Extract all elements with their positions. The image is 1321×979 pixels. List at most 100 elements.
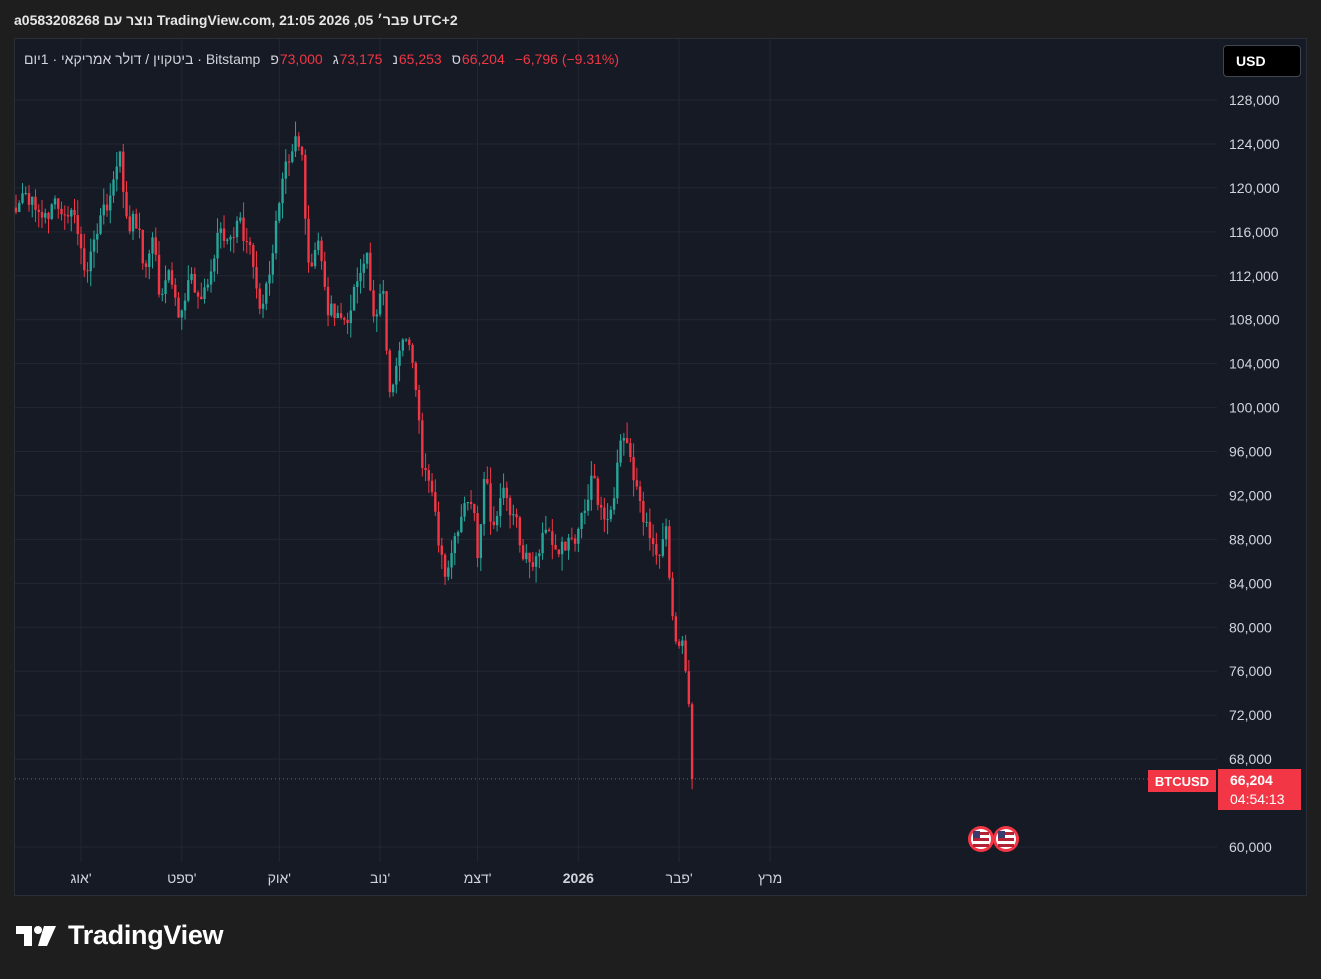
- candle: [34, 189, 37, 222]
- close-value: 66,204: [461, 51, 505, 67]
- candle: [456, 530, 460, 544]
- candle: [128, 205, 131, 235]
- candle: [479, 523, 483, 572]
- change-value: −6,796 (−9.31%): [514, 51, 620, 67]
- candle: [271, 244, 274, 284]
- candle: [310, 253, 313, 268]
- candle: [586, 484, 590, 516]
- candle: [625, 422, 629, 444]
- candle: [268, 261, 271, 296]
- open-value: 73,000: [279, 51, 323, 67]
- candle: [466, 501, 470, 511]
- candle: [668, 519, 671, 581]
- candle: [590, 461, 593, 511]
- candle: [157, 241, 161, 298]
- candle: [131, 210, 135, 241]
- candle: [651, 524, 655, 557]
- chart-panel[interactable]: [14, 38, 1307, 896]
- candle: [115, 152, 118, 192]
- candle: [469, 490, 473, 510]
- candle: [154, 227, 157, 262]
- candle: [473, 503, 476, 522]
- candle: [193, 267, 196, 293]
- time-tick-label: מרץ: [758, 870, 782, 886]
- price-tick-label: 112,000: [1229, 268, 1279, 284]
- candle: [434, 479, 437, 516]
- candle: [346, 312, 349, 335]
- candle: [174, 278, 177, 307]
- candle: [161, 288, 164, 302]
- candle: [417, 384, 421, 434]
- candle: [86, 262, 89, 283]
- candle: [330, 295, 333, 317]
- candle: [339, 302, 343, 320]
- candle: [31, 196, 34, 218]
- candle: [356, 267, 359, 304]
- candle: [336, 305, 339, 319]
- candle: [294, 121, 297, 158]
- candle: [183, 293, 187, 320]
- candle: [531, 551, 535, 571]
- time-tick-label: ספט': [167, 870, 196, 886]
- event-markers[interactable]: [968, 826, 1019, 852]
- price-tick-label: 92,000: [1229, 487, 1272, 503]
- high-value: 73,175: [339, 51, 383, 67]
- candle: [177, 292, 180, 318]
- candle: [411, 343, 414, 369]
- candle: [148, 249, 151, 280]
- price-tick-label: 84,000: [1229, 575, 1272, 591]
- candle: [573, 534, 577, 552]
- candle: [515, 508, 518, 528]
- brand-name: TradingView: [68, 920, 224, 950]
- candle: [648, 508, 652, 551]
- high-label: ג: [332, 51, 339, 67]
- us-flag-icon[interactable]: [993, 826, 1019, 852]
- candle: [642, 491, 645, 536]
- candle: [226, 238, 229, 245]
- us-flag-icon[interactable]: [968, 826, 994, 852]
- candle: [684, 634, 687, 673]
- candle: [235, 216, 239, 244]
- candle: [391, 383, 395, 397]
- candle: [583, 499, 587, 525]
- time-tick-label: פבר': [666, 870, 693, 886]
- candle: [27, 185, 31, 212]
- candle: [570, 527, 574, 541]
- tradingview-logo-icon: [16, 925, 56, 946]
- candle: [499, 483, 502, 528]
- candle: [300, 145, 304, 161]
- price-tick-label: 60,000: [1229, 839, 1272, 855]
- candle: [206, 278, 209, 292]
- open-label: פ: [270, 51, 279, 67]
- candle: [164, 265, 167, 304]
- candle: [47, 211, 50, 234]
- candle: [118, 150, 122, 173]
- candle: [79, 226, 83, 265]
- candle: [635, 467, 639, 490]
- price-tick-label: 120,000: [1229, 180, 1280, 196]
- candle: [518, 515, 522, 553]
- candle: [200, 282, 203, 300]
- candle: [554, 534, 557, 550]
- candle: [677, 639, 681, 649]
- candle: [63, 205, 66, 230]
- candle: [92, 230, 96, 268]
- candle: [690, 702, 694, 790]
- price-tag-value: 66,204: [1230, 772, 1273, 788]
- candle: [37, 204, 40, 228]
- price-tick-label: 76,000: [1229, 663, 1272, 679]
- currency-button[interactable]: USD: [1223, 45, 1301, 77]
- candle: [622, 432, 626, 456]
- close-label: ס: [451, 51, 461, 67]
- price-tick-label: 80,000: [1229, 619, 1272, 635]
- candle: [443, 553, 447, 585]
- candle: [512, 504, 515, 526]
- candle: [414, 361, 418, 397]
- candle: [203, 278, 206, 304]
- candle: [222, 215, 226, 248]
- candle: [661, 522, 665, 558]
- price-tick-label: 88,000: [1229, 531, 1272, 547]
- candle: [616, 449, 619, 504]
- candle: [24, 186, 27, 196]
